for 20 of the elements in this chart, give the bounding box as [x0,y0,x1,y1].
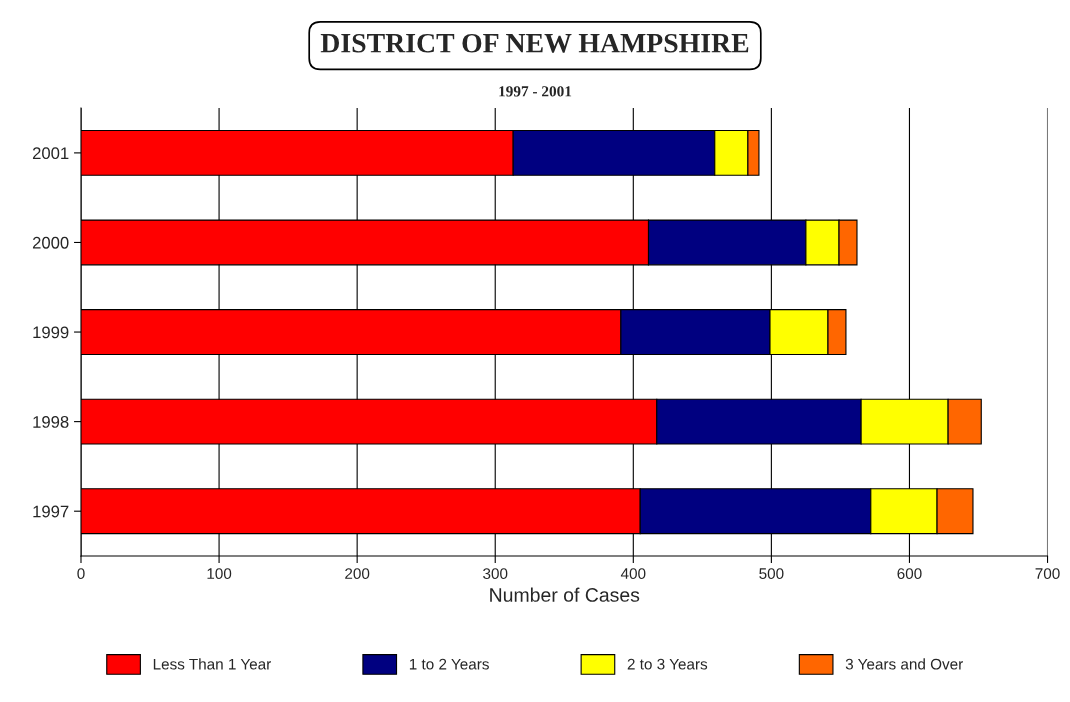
x-tick-label: 700 [1035,568,1060,580]
legend-label: Less Than 1 Year [153,658,271,670]
x-tick-label: 600 [897,568,922,580]
legend-label: 3 Years and Over [845,658,963,670]
x-axis-title: Number of Cases [490,587,640,602]
x-tick-label: 500 [759,568,784,580]
chart-title: DISTRICT OF NEW HAMPSHIRE [320,33,749,53]
y-tick-label: 1998 [33,416,69,428]
legend-label: 1 to 2 Years [409,658,489,670]
x-tick-label: 0 [77,568,85,580]
legend-label: 2 to 3 Years [627,658,708,670]
x-tick-label: 200 [345,568,370,580]
x-tick-label: 400 [620,568,646,580]
y-tick-label: 2001 [32,147,69,160]
x-tick-label: 100 [207,568,232,580]
y-tick-label: 1997 [33,505,69,518]
y-tick-label: 1999 [33,326,69,339]
x-tick-label: 300 [483,568,508,580]
y-tick-label: 2000 [32,236,69,249]
chart-subtitle: 1997 - 2001 [499,86,572,97]
